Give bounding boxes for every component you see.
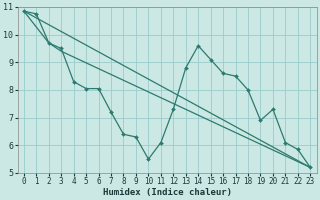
X-axis label: Humidex (Indice chaleur): Humidex (Indice chaleur) xyxy=(103,188,232,197)
